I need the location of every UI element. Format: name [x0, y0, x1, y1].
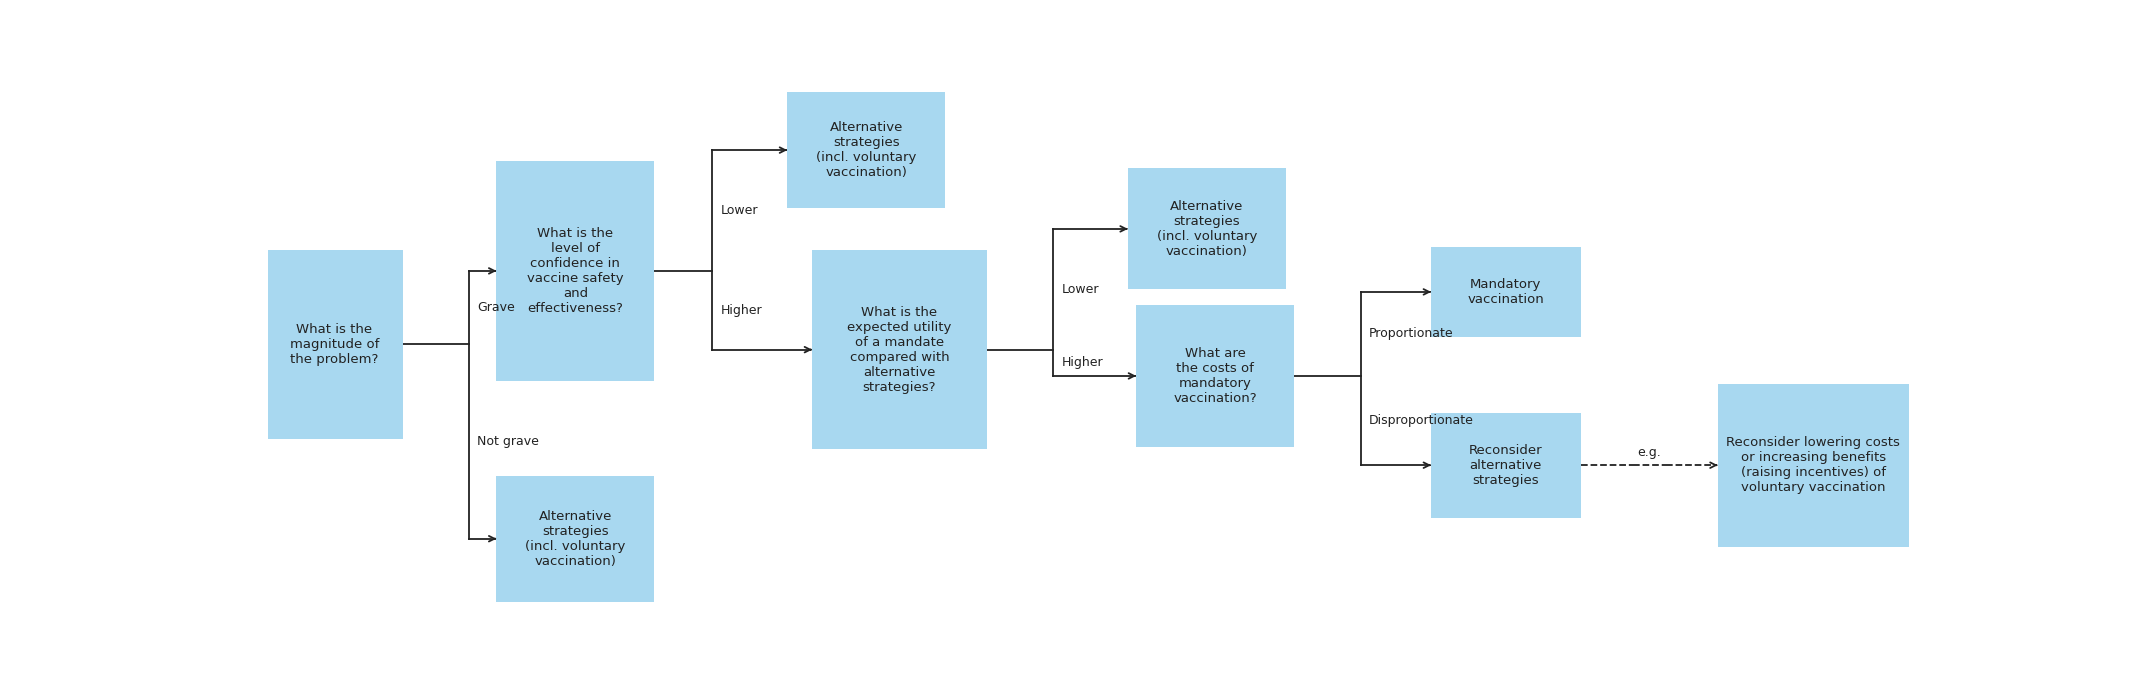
FancyBboxPatch shape	[813, 250, 986, 449]
Text: Alternative
strategies
(incl. voluntary
vaccination): Alternative strategies (incl. voluntary …	[525, 509, 626, 567]
Text: What are
the costs of
mandatory
vaccination?: What are the costs of mandatory vaccinat…	[1173, 347, 1256, 405]
Text: Lower: Lower	[720, 204, 759, 217]
Text: Higher: Higher	[720, 303, 763, 316]
FancyBboxPatch shape	[497, 160, 654, 381]
FancyBboxPatch shape	[1136, 305, 1295, 447]
Text: Higher: Higher	[1061, 356, 1102, 369]
FancyBboxPatch shape	[787, 92, 946, 208]
FancyBboxPatch shape	[266, 250, 403, 439]
Text: Reconsider lowering costs
or increasing benefits
(raising incentives) of
volunta: Reconsider lowering costs or increasing …	[1726, 436, 1900, 494]
Text: Reconsider
alternative
strategies: Reconsider alternative strategies	[1469, 444, 1544, 487]
Text: Alternative
strategies
(incl. voluntary
vaccination): Alternative strategies (incl. voluntary …	[1156, 200, 1256, 258]
Text: Proportionate: Proportionate	[1368, 327, 1454, 340]
Text: What is the
level of
confidence in
vaccine safety
and
effectiveness?: What is the level of confidence in vacci…	[527, 227, 624, 315]
FancyBboxPatch shape	[1432, 413, 1580, 518]
Text: Disproportionate: Disproportionate	[1368, 414, 1473, 427]
Text: What is the
magnitude of
the problem?: What is the magnitude of the problem?	[289, 323, 379, 366]
Text: Grave: Grave	[478, 301, 515, 314]
Text: Mandatory
vaccination: Mandatory vaccination	[1466, 278, 1544, 306]
FancyBboxPatch shape	[1432, 248, 1580, 336]
Text: What is the
expected utility
of a mandate
compared with
alternative
strategies?: What is the expected utility of a mandat…	[847, 306, 952, 394]
Text: Not grave: Not grave	[478, 435, 540, 448]
FancyBboxPatch shape	[1128, 168, 1286, 289]
Text: Alternative
strategies
(incl. voluntary
vaccination): Alternative strategies (incl. voluntary …	[817, 121, 915, 179]
FancyBboxPatch shape	[1717, 384, 1908, 546]
Text: Lower: Lower	[1061, 283, 1100, 296]
FancyBboxPatch shape	[497, 476, 654, 602]
Text: e.g.: e.g.	[1638, 445, 1662, 458]
